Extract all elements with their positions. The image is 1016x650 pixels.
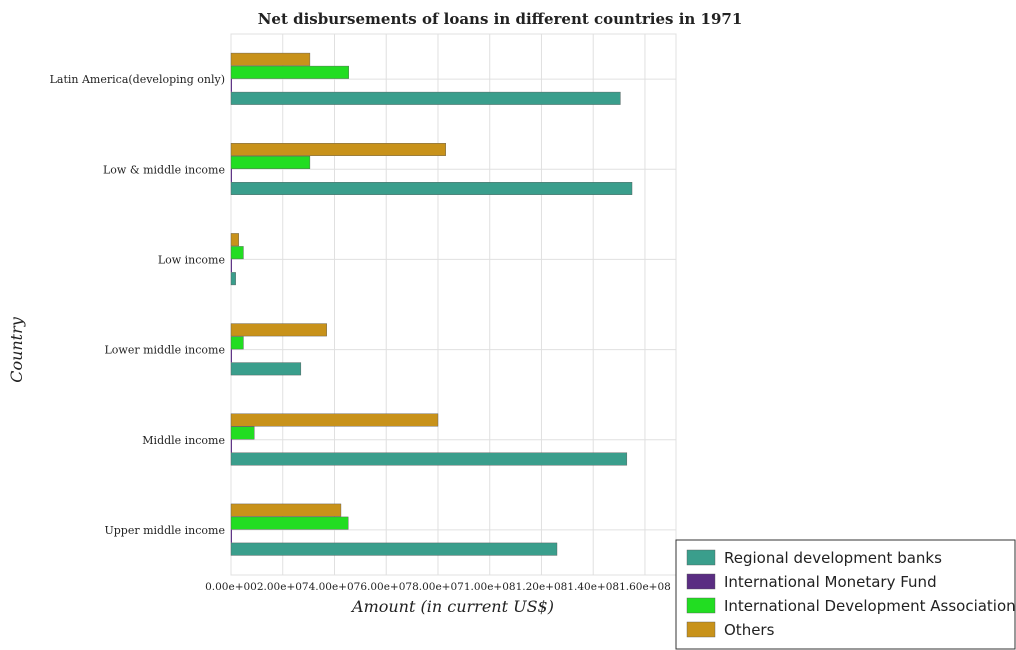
bar: [230, 65, 349, 79]
bar: [230, 503, 342, 517]
bar: [230, 362, 302, 376]
bar: [230, 52, 311, 66]
legend-box: [675, 539, 1016, 650]
x-tick-label: 1.40e+08: [567, 581, 619, 593]
bar: [230, 452, 628, 466]
chart-title: Net disbursements of loans in different …: [258, 10, 743, 28]
y-category-label: Lower middle income: [105, 344, 226, 357]
bar: [230, 91, 621, 105]
bar: [230, 529, 233, 543]
x-axis-label: Amount (in current US$): [350, 597, 554, 616]
x-tick-label: 0.00e+00: [205, 581, 257, 593]
x-tick-label: 8.00e+07: [412, 581, 464, 593]
grid: [230, 33, 677, 576]
bar: [230, 349, 233, 363]
y-category-label: Latin America(developing only): [50, 73, 225, 86]
plot-border: [230, 33, 677, 576]
bar: [230, 169, 233, 182]
bar: [230, 272, 236, 286]
bar: [230, 323, 327, 337]
bar: [230, 233, 239, 247]
x-tick-label: 1.20e+08: [516, 581, 568, 593]
legend: Regional development banks International …: [675, 539, 1016, 650]
y-category-label: Upper middle income: [104, 524, 225, 537]
y-categories: Latin America(developing only) Low & midd…: [50, 73, 225, 537]
bar: [230, 336, 244, 350]
legend-swatch: [686, 573, 716, 590]
bar: [230, 143, 446, 156]
bar: [230, 426, 255, 440]
bar: [230, 182, 633, 195]
x-tick-label: 6.00e+07: [360, 581, 412, 593]
bar: [230, 413, 439, 427]
bar: [230, 246, 244, 260]
y-category-label: Low income: [158, 253, 225, 266]
legend-label: International Development Association: [724, 597, 1016, 615]
y-category-label: Low & middle income: [103, 163, 225, 176]
x-tick-label: 1.00e+08: [464, 581, 516, 593]
x-tick-label: 4.00e+07: [309, 581, 361, 593]
legend-label: Others: [724, 621, 775, 639]
bar: [230, 156, 311, 169]
y-axis-label: Country: [7, 316, 26, 383]
x-tick-label: 1.60e+08: [619, 581, 671, 593]
bar: [230, 542, 558, 556]
bar: [230, 259, 233, 273]
legend-swatch: [686, 549, 716, 566]
y-category-label: Middle income: [142, 434, 225, 447]
bar: [230, 78, 233, 92]
x-ticks: 0.00e+00 2.00e+07 4.00e+07 6.00e+07 8.00e+07…: [205, 581, 671, 593]
bar: [230, 439, 233, 453]
bars: [230, 52, 633, 556]
legend-label: International Monetary Fund: [724, 573, 937, 591]
legend-swatch: [686, 621, 716, 638]
bar: [230, 516, 349, 530]
legend-label: Regional development banks: [724, 549, 942, 567]
legend-swatch: [686, 597, 716, 614]
x-tick-label: 2.00e+07: [257, 581, 309, 593]
